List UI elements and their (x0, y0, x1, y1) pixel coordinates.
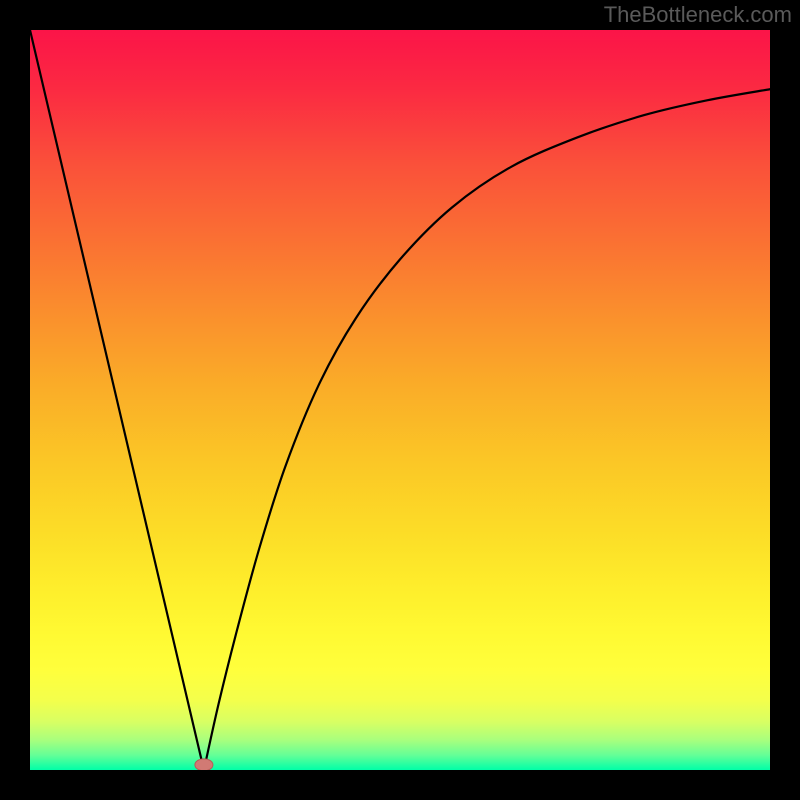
plot-area (30, 30, 770, 770)
bottleneck-curve (30, 30, 770, 770)
optimum-marker (195, 759, 213, 770)
curve-layer (30, 30, 770, 770)
watermark-text: TheBottleneck.com (604, 2, 792, 28)
